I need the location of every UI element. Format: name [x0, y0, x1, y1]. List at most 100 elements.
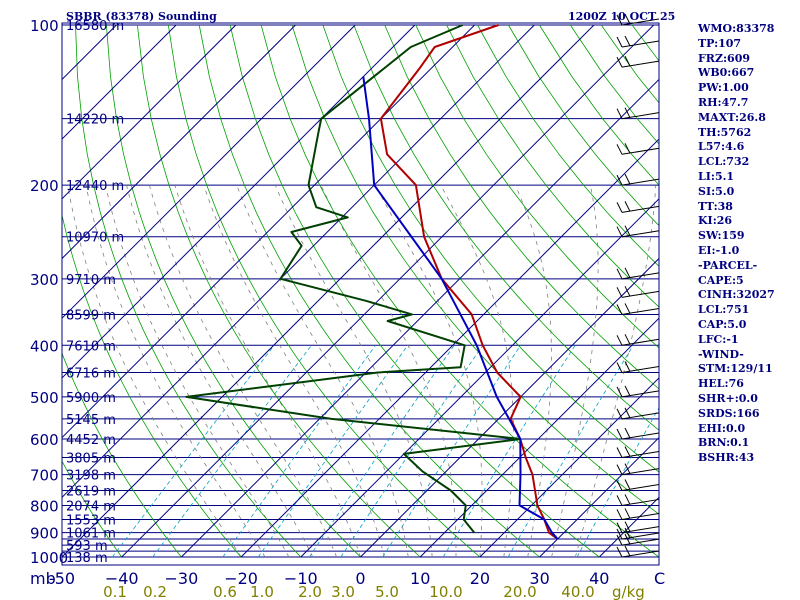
moist-adiabat-line	[105, 185, 290, 558]
isotherm-line	[479, 377, 659, 558]
wind-barb-flag	[624, 446, 631, 457]
wind-barb-staff	[621, 112, 660, 120]
wind-barb-flag	[616, 108, 623, 119]
wind-barb-staff	[621, 526, 660, 534]
pressure-tick-label: 300	[30, 271, 59, 289]
mixing-ratio-tick-label: 1.0	[250, 583, 274, 600]
index-item: CAPE:5	[698, 273, 744, 287]
index-item: TP:107	[698, 36, 742, 50]
dry-adiabat-line	[477, 24, 659, 267]
dry-adiabat-line	[353, 24, 659, 431]
moist-adiabats	[67, 184, 657, 558]
dew-point-profile	[185, 24, 522, 534]
dry-adiabat-line	[415, 24, 659, 349]
mixing-ratio-tick-label: 10.0	[429, 583, 462, 600]
index-item: SW:159	[698, 229, 745, 243]
wind-barb-flag	[616, 509, 623, 520]
index-item: L57:4.6	[698, 140, 745, 154]
mixing-ratio-tick-label: 0.6	[213, 583, 237, 600]
wind-barb-flag	[616, 528, 623, 540]
height-label: 4452 m	[66, 433, 116, 448]
height-label: 2619 m	[66, 485, 116, 500]
wind-barb-staff	[621, 307, 660, 315]
height-label: 16580 m	[66, 19, 124, 34]
height-label: 5145 m	[66, 413, 116, 428]
index-item: -WIND-	[698, 347, 744, 361]
wind-barb-flag	[624, 143, 631, 154]
pressure-tick-label: 200	[30, 177, 59, 195]
wind-barb-flag	[624, 173, 631, 185]
wind-barb-staff	[621, 60, 660, 68]
mixing-ratio-tick-label: 0.2	[143, 583, 167, 600]
index-item: WMO:83378	[698, 22, 775, 35]
chart-datetime: 1200Z 10 OCT 25	[568, 10, 675, 23]
height-label: 593 m	[66, 539, 108, 554]
moist-adiabat-line	[149, 184, 337, 558]
wind-barb-flag	[616, 464, 623, 475]
wind-barb-staff	[621, 484, 660, 492]
wind-barb-flag	[624, 463, 631, 474]
isotherm-line	[240, 138, 659, 558]
height-label: 10970 m	[66, 231, 124, 246]
wind-barb-staff	[621, 230, 660, 238]
index-item: EI:-1.0	[698, 243, 740, 257]
isotherm-line	[62, 24, 356, 319]
moist-adiabat-line	[575, 185, 657, 558]
wind-barb-staff	[621, 366, 660, 374]
height-label: 2074 m	[66, 499, 116, 514]
wind-barb-flag	[616, 408, 623, 420]
wind-barb-staff	[621, 432, 660, 440]
wind-barb-flag	[616, 202, 623, 213]
dry-adiabat-line	[167, 24, 481, 558]
mixing-ratio-line	[507, 345, 634, 558]
height-label: 3198 m	[66, 469, 116, 484]
wind-barb-flag	[624, 55, 631, 67]
dry-adiabat-line	[322, 24, 659, 473]
wind-barb-staff	[621, 338, 660, 346]
wind-barb-flag	[624, 303, 631, 314]
stability-indices-panel: WMO:83378 TP:107 FRZ:609 WB0:667 PW:1.00 RH:4…	[698, 22, 775, 466]
index-item: SHR+:0.0	[698, 391, 758, 405]
isotherm-line	[62, 24, 177, 140]
wind-barb-flag	[624, 427, 631, 439]
moist-adiabat-line	[203, 184, 385, 558]
temperature-tick-label: 0	[355, 569, 365, 588]
wind-barb-flag	[616, 480, 623, 491]
wind-barb-flag	[624, 334, 631, 345]
isotherm-line	[62, 24, 535, 499]
wind-barb-staff	[621, 532, 660, 540]
wind-barb-flag	[624, 35, 631, 47]
height-label: 3805 m	[66, 451, 116, 466]
mixing-ratio-line	[222, 345, 376, 558]
index-item: STM:129/11	[698, 362, 773, 376]
pressure-tick-label: 600	[30, 431, 59, 449]
wind-barb-flag	[616, 56, 623, 68]
wind-barb-flag	[624, 533, 631, 545]
mixing-ratio-unit-label: g/kg	[612, 583, 645, 600]
wind-barb-staff	[621, 40, 660, 48]
mixing-ratio-line	[576, 407, 659, 558]
moist-adiabat-line	[67, 185, 242, 558]
dry-adiabat-line	[62, 352, 182, 558]
height-label: 9710 m	[66, 273, 116, 288]
parcel-path-profile	[362, 76, 559, 540]
index-item: LCL:732	[698, 155, 750, 169]
pressure-tick-label: 800	[30, 497, 59, 515]
wind-barb-flag	[616, 546, 623, 558]
index-item: -PARCEL-	[698, 258, 758, 272]
mixing-ratio-line	[152, 345, 312, 558]
mixing-ratio-tick-label: 20.0	[503, 583, 536, 600]
wind-barb-staff	[621, 412, 660, 420]
index-item: MAXT:26.8	[698, 110, 766, 124]
index-item: BRN:0.1	[698, 436, 750, 450]
pressure-tick-label: 500	[30, 389, 59, 407]
wind-barb-flag	[616, 144, 623, 155]
mixing-ratio-line	[442, 345, 576, 558]
wind-barb-staff	[621, 205, 660, 213]
dry-adiabat-line	[137, 24, 421, 558]
dry-adiabat-line	[198, 24, 540, 558]
chart-title: SBBR (83378) Sounding	[66, 10, 217, 23]
index-item: KI:26	[698, 214, 733, 228]
index-item: CAP:5.0	[698, 317, 747, 331]
